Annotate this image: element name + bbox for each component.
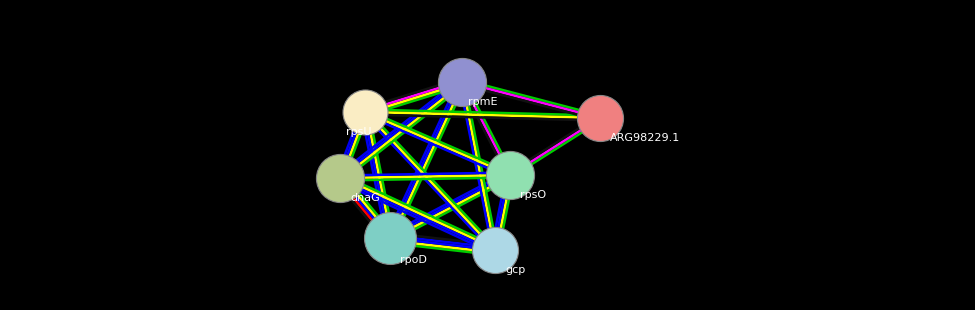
Text: rpsO: rpsO — [520, 190, 546, 200]
Text: rpmE: rpmE — [468, 97, 497, 107]
Point — [488, 247, 503, 252]
Text: gcp: gcp — [505, 265, 526, 275]
Text: dnaG: dnaG — [350, 193, 379, 203]
Text: rpsU: rpsU — [346, 127, 371, 137]
Point — [382, 236, 398, 241]
Point — [332, 175, 348, 180]
Point — [592, 116, 607, 121]
Text: rpoD: rpoD — [400, 255, 427, 265]
Text: ARG98229.1: ARG98229.1 — [610, 133, 681, 143]
Point — [357, 109, 372, 114]
Point — [502, 173, 518, 178]
Point — [454, 80, 470, 85]
